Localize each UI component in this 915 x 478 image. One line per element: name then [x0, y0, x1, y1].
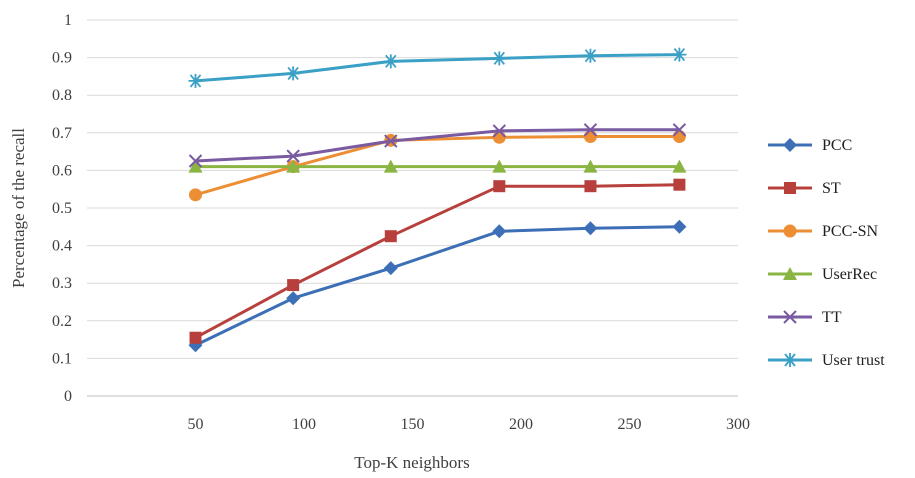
- data-point: [583, 130, 597, 144]
- data-point: [583, 48, 598, 63]
- data-point: [188, 159, 203, 173]
- legend-marker: [783, 310, 797, 324]
- plot-series: [188, 47, 687, 353]
- legend-item-userrec: UserRec: [768, 266, 877, 283]
- x-axis-title: Top-K neighbors: [354, 453, 469, 472]
- legend-marker: [783, 267, 797, 280]
- y-tick-label: 0: [64, 388, 72, 405]
- legend-marker: [783, 138, 797, 152]
- data-point: [493, 180, 506, 193]
- legend-label: User trust: [822, 352, 885, 369]
- data-point: [492, 124, 507, 138]
- legend-item-pcc-sn: PCC-SN: [768, 223, 878, 240]
- legend-item-user-trust: User trust: [768, 352, 885, 369]
- data-point: [672, 123, 687, 137]
- data-point: [287, 279, 300, 292]
- x-tick-label: 150: [401, 416, 425, 433]
- y-tick-label: 0.3: [52, 275, 72, 292]
- data-point: [672, 130, 686, 144]
- data-point: [492, 159, 507, 173]
- data-point: [189, 188, 202, 202]
- legend-item-tt: TT: [768, 309, 842, 326]
- y-tick-label: 1: [64, 12, 72, 29]
- data-point: [383, 159, 398, 173]
- y-tick-label: 0.7: [52, 125, 72, 142]
- data-point: [286, 291, 301, 306]
- y-tick-label: 0.1: [52, 350, 72, 367]
- data-point: [492, 51, 507, 66]
- gridlines: [87, 19, 738, 359]
- y-axis-ticks: 0 0.1 0.2 0.3 0.4 0.5 0.6 0.7 0.8 0.9 1: [52, 12, 72, 405]
- data-point: [673, 178, 686, 191]
- series-userrec: [188, 159, 687, 173]
- x-axis-ticks: 50 100 150 200 250 300: [188, 416, 751, 433]
- data-point: [672, 47, 687, 62]
- data-point: [384, 134, 398, 148]
- y-axis-title: Percentage of the recall: [9, 128, 28, 288]
- legend-label: UserRec: [822, 266, 877, 283]
- series-tt: [188, 123, 687, 168]
- series-user-trust: [188, 47, 687, 88]
- series-line: [194, 225, 680, 347]
- data-point: [583, 159, 598, 173]
- legend-label: TT: [822, 309, 842, 326]
- data-point: [583, 123, 598, 137]
- x-tick-label: 100: [292, 416, 316, 433]
- data-point: [384, 230, 397, 243]
- series-line: [195, 53, 680, 83]
- y-tick-label: 0.6: [52, 162, 72, 179]
- y-tick-label: 0.5: [52, 200, 72, 217]
- series-line: [194, 183, 680, 340]
- x-tick-label: 50: [188, 416, 204, 433]
- x-tick-label: 300: [726, 416, 750, 433]
- legend-label: ST: [822, 180, 841, 197]
- data-point: [584, 180, 597, 193]
- series-line: [195, 128, 680, 163]
- legend-label: PCC: [822, 137, 852, 154]
- legend: PCC ST PCC-SN UserRec TT User trust: [768, 137, 885, 369]
- legend-marker: [783, 224, 797, 238]
- y-tick-label: 0.4: [52, 238, 72, 255]
- data-point: [492, 224, 507, 239]
- legend-item-st: ST: [768, 180, 841, 197]
- data-point: [286, 149, 300, 163]
- legend-item-pcc: PCC: [768, 137, 852, 154]
- data-point: [672, 219, 687, 234]
- y-tick-label: 0.8: [52, 87, 72, 104]
- data-point: [286, 66, 301, 81]
- series-pcc: [188, 219, 687, 353]
- series-line: [195, 135, 680, 197]
- data-point: [286, 159, 301, 173]
- data-point: [189, 331, 202, 344]
- data-point: [583, 221, 598, 236]
- legend-marker: [784, 182, 796, 194]
- legend-label: PCC-SN: [822, 223, 878, 240]
- y-tick-label: 0.2: [52, 313, 72, 330]
- series-st: [189, 178, 686, 344]
- x-tick-label: 200: [509, 416, 533, 433]
- x-tick-label: 250: [618, 416, 642, 433]
- data-point: [383, 54, 398, 69]
- data-point: [188, 154, 203, 168]
- legend-marker: [783, 353, 797, 367]
- data-point: [188, 73, 203, 88]
- data-point: [383, 261, 398, 276]
- y-tick-label: 0.9: [52, 50, 72, 67]
- data-point: [672, 159, 687, 173]
